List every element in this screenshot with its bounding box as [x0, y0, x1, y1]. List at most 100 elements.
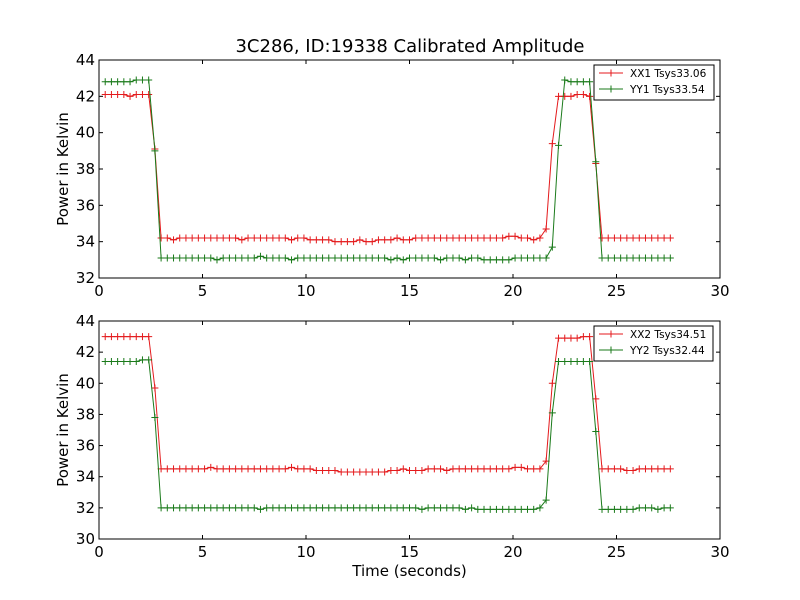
legend-box [593, 64, 715, 101]
data-point [368, 504, 376, 512]
data-point [399, 504, 407, 512]
x-tick-label: 30 [710, 282, 729, 300]
data-point [188, 254, 196, 262]
data-point [604, 465, 612, 473]
data-point [654, 234, 662, 242]
data-point [337, 468, 345, 476]
data-point [356, 236, 364, 244]
data-point [555, 141, 563, 149]
data-point [368, 238, 376, 246]
data-point [356, 504, 364, 512]
data-point [337, 254, 345, 262]
data-point [660, 234, 668, 242]
data-point [604, 505, 612, 513]
data-point [250, 234, 258, 242]
data-point [579, 357, 587, 365]
data-point [387, 236, 395, 244]
data-point [418, 254, 426, 262]
data-point [350, 468, 358, 476]
top-panel: 0 5 10 15 20 25 30 32 34 36 38 40 42 44 Power in Kelvi… [54, 51, 730, 300]
data-point [542, 254, 550, 262]
data-point [362, 254, 370, 262]
data-point [275, 465, 283, 473]
data-point [393, 466, 401, 474]
data-point [213, 504, 221, 512]
y-tick-label: 40 [76, 124, 95, 142]
data-point [492, 465, 500, 473]
data-point [660, 465, 668, 473]
data-point [207, 234, 215, 242]
data-point [374, 254, 382, 262]
data-point [263, 504, 271, 512]
data-point [312, 236, 320, 244]
data-point [374, 504, 382, 512]
data-point [238, 465, 246, 473]
data-point [511, 505, 519, 513]
data-point [157, 504, 165, 512]
data-point [194, 254, 202, 262]
data-point [449, 465, 457, 473]
data-point [368, 254, 376, 262]
data-point [592, 395, 600, 403]
data-point [629, 254, 637, 262]
data-point [505, 505, 513, 513]
data-point [586, 333, 594, 341]
x-tick-label: 30 [710, 543, 729, 561]
data-point [629, 234, 637, 242]
y-tick-label: 30 [76, 530, 95, 548]
data-point [201, 234, 209, 242]
data-point [567, 357, 575, 365]
data-point [319, 466, 327, 474]
bottom-panel: 0 5 10 15 20 25 30 30 32 34 36 38 40 42 44 Power in Kel… [54, 312, 730, 580]
data-point [437, 504, 445, 512]
data-point [256, 505, 264, 513]
data-point [530, 254, 538, 262]
data-point [468, 504, 476, 512]
data-point [294, 465, 302, 473]
data-point [238, 236, 246, 244]
data-point [430, 504, 438, 512]
data-point [598, 505, 606, 513]
data-point [666, 234, 674, 242]
data-point [474, 234, 482, 242]
data-point [430, 254, 438, 262]
data-point [579, 91, 587, 99]
data-point [523, 234, 531, 242]
chart-title: 3C286, ID:19338 Calibrated Amplitude [235, 36, 584, 57]
data-point [288, 256, 296, 264]
y-tick-label: 32 [76, 499, 95, 517]
data-point [250, 504, 258, 512]
x-tick-label: 25 [607, 543, 626, 561]
data-point [107, 78, 115, 86]
data-point [542, 496, 550, 504]
data-point [598, 234, 606, 242]
data-point [151, 414, 159, 422]
x-axis-label: Time (seconds) [351, 562, 467, 580]
data-point [449, 504, 457, 512]
data-point [138, 333, 146, 341]
legend-label: YY2 Tsys32.44 [629, 345, 705, 357]
data-point [511, 463, 519, 471]
data-point [418, 234, 426, 242]
data-point [486, 256, 494, 264]
data-point [455, 465, 463, 473]
data-point [225, 234, 233, 242]
data-point [610, 465, 618, 473]
y-tick-label: 34 [76, 468, 95, 486]
data-point [207, 463, 215, 471]
data-point [635, 254, 643, 262]
data-point [381, 254, 389, 262]
data-point [182, 465, 190, 473]
data-point [548, 409, 556, 417]
data-point [188, 465, 196, 473]
data-point [536, 254, 544, 262]
data-point [623, 254, 631, 262]
data-point [567, 78, 575, 86]
data-point [219, 465, 227, 473]
data-point [101, 78, 109, 86]
data-point [157, 234, 165, 242]
data-point [480, 505, 488, 513]
x-tick-label: 10 [296, 543, 315, 561]
data-point [256, 465, 264, 473]
data-point [132, 333, 140, 341]
